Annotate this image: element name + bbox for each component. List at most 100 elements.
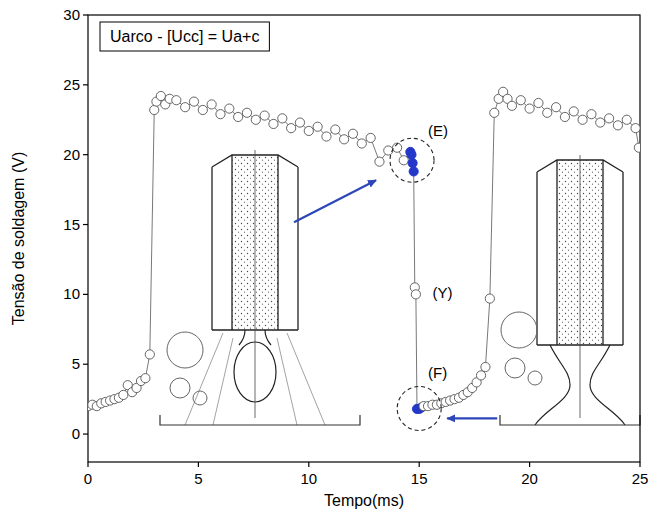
droplet bbox=[501, 312, 537, 348]
data-point bbox=[560, 112, 569, 121]
y-tick bbox=[83, 433, 88, 434]
x-tick-label: 5 bbox=[194, 470, 202, 487]
data-point bbox=[260, 111, 269, 120]
x-tick bbox=[419, 462, 420, 467]
y-tick bbox=[83, 154, 88, 155]
data-point bbox=[622, 115, 631, 124]
data-point bbox=[331, 125, 340, 134]
data-point bbox=[207, 100, 216, 109]
x-axis-title: Tempo(ms) bbox=[324, 492, 404, 509]
axis-line bbox=[255, 150, 256, 418]
data-point bbox=[399, 156, 408, 165]
x-tick-label: 20 bbox=[521, 470, 538, 487]
plate bbox=[160, 415, 360, 425]
data-point bbox=[516, 96, 525, 105]
y-tick-label: 15 bbox=[63, 216, 80, 233]
data-point bbox=[604, 114, 613, 123]
data-point bbox=[596, 118, 605, 127]
droplet bbox=[193, 391, 207, 405]
y-tick-label: 0 bbox=[72, 425, 80, 442]
plate bbox=[500, 415, 640, 425]
y-tick bbox=[83, 224, 88, 225]
data-point bbox=[525, 104, 534, 113]
data-point bbox=[543, 108, 552, 117]
data-point bbox=[613, 121, 622, 130]
data-point bbox=[172, 96, 181, 105]
y-tick-label: 30 bbox=[63, 6, 80, 23]
data-point bbox=[476, 371, 485, 380]
data-point bbox=[408, 158, 417, 167]
series-line bbox=[88, 92, 639, 409]
annotation: (F) bbox=[428, 364, 447, 381]
schematics bbox=[160, 150, 640, 425]
x-tick bbox=[198, 462, 199, 467]
x-tick-label: 25 bbox=[632, 470, 649, 487]
highlight-circle bbox=[390, 138, 434, 182]
data-point bbox=[145, 350, 154, 359]
title: Uarco - [Ucc] = Ua+c bbox=[110, 28, 259, 45]
data-point bbox=[357, 139, 366, 148]
annotations: (E) (Y) (F) bbox=[428, 122, 452, 381]
data-point bbox=[485, 294, 494, 303]
chart: 0510152025051015202530Tempo(ms)Tensão de… bbox=[0, 0, 657, 516]
data-point bbox=[375, 157, 384, 166]
data-group bbox=[88, 87, 640, 413]
x-tick-label: 0 bbox=[84, 470, 92, 487]
data-point bbox=[181, 103, 190, 112]
data-point bbox=[409, 167, 418, 176]
data-point bbox=[490, 108, 499, 117]
x-tick bbox=[639, 462, 640, 467]
data-point bbox=[340, 135, 349, 144]
data-point bbox=[189, 97, 198, 106]
droplet bbox=[167, 332, 203, 368]
x-tick-label: 15 bbox=[411, 470, 428, 487]
y-tick-label: 5 bbox=[72, 355, 80, 372]
data-point bbox=[481, 362, 490, 371]
data-point bbox=[225, 104, 234, 113]
data-point bbox=[313, 122, 322, 131]
arrow bbox=[447, 417, 497, 419]
x-tick-label: 10 bbox=[300, 470, 317, 487]
data-point bbox=[322, 132, 331, 141]
data-point bbox=[569, 107, 578, 116]
x-tick bbox=[529, 462, 530, 467]
data-point bbox=[578, 115, 587, 124]
x-tick bbox=[87, 462, 88, 467]
data-point bbox=[156, 91, 165, 100]
droplet bbox=[505, 358, 525, 378]
data-point bbox=[551, 103, 560, 112]
data-point bbox=[141, 374, 150, 383]
y-tick-label: 20 bbox=[63, 146, 80, 163]
data-point bbox=[278, 114, 287, 123]
y-axis-title: Tensão de soldagem (V) bbox=[10, 152, 27, 325]
highlights bbox=[294, 138, 497, 430]
axes: 0510152025051015202530Tempo(ms)Tensão de… bbox=[10, 6, 648, 509]
data-point bbox=[634, 143, 640, 152]
data-point bbox=[407, 150, 416, 159]
data-point bbox=[587, 110, 596, 119]
data-point bbox=[119, 390, 128, 399]
droplet bbox=[528, 371, 542, 385]
droplet bbox=[170, 378, 190, 398]
title-frame bbox=[100, 22, 269, 51]
y-tick-label: 10 bbox=[63, 285, 80, 302]
data-point bbox=[507, 101, 516, 110]
data-point bbox=[411, 290, 420, 299]
annotation: (E) bbox=[428, 122, 448, 139]
data-point bbox=[384, 146, 393, 155]
data-point bbox=[234, 112, 243, 121]
y-tick bbox=[83, 14, 88, 15]
arrow bbox=[294, 180, 376, 222]
x-tick bbox=[308, 462, 309, 467]
data-point bbox=[534, 98, 543, 107]
axis-line bbox=[580, 155, 581, 418]
y-tick bbox=[83, 84, 88, 85]
data-point bbox=[242, 108, 251, 117]
data-point bbox=[198, 105, 207, 114]
annotation: (Y) bbox=[432, 284, 452, 301]
data-point bbox=[251, 115, 260, 124]
data-point bbox=[216, 110, 225, 119]
data-point bbox=[366, 133, 375, 142]
data-point bbox=[348, 129, 357, 138]
highlight-circle bbox=[397, 386, 441, 430]
